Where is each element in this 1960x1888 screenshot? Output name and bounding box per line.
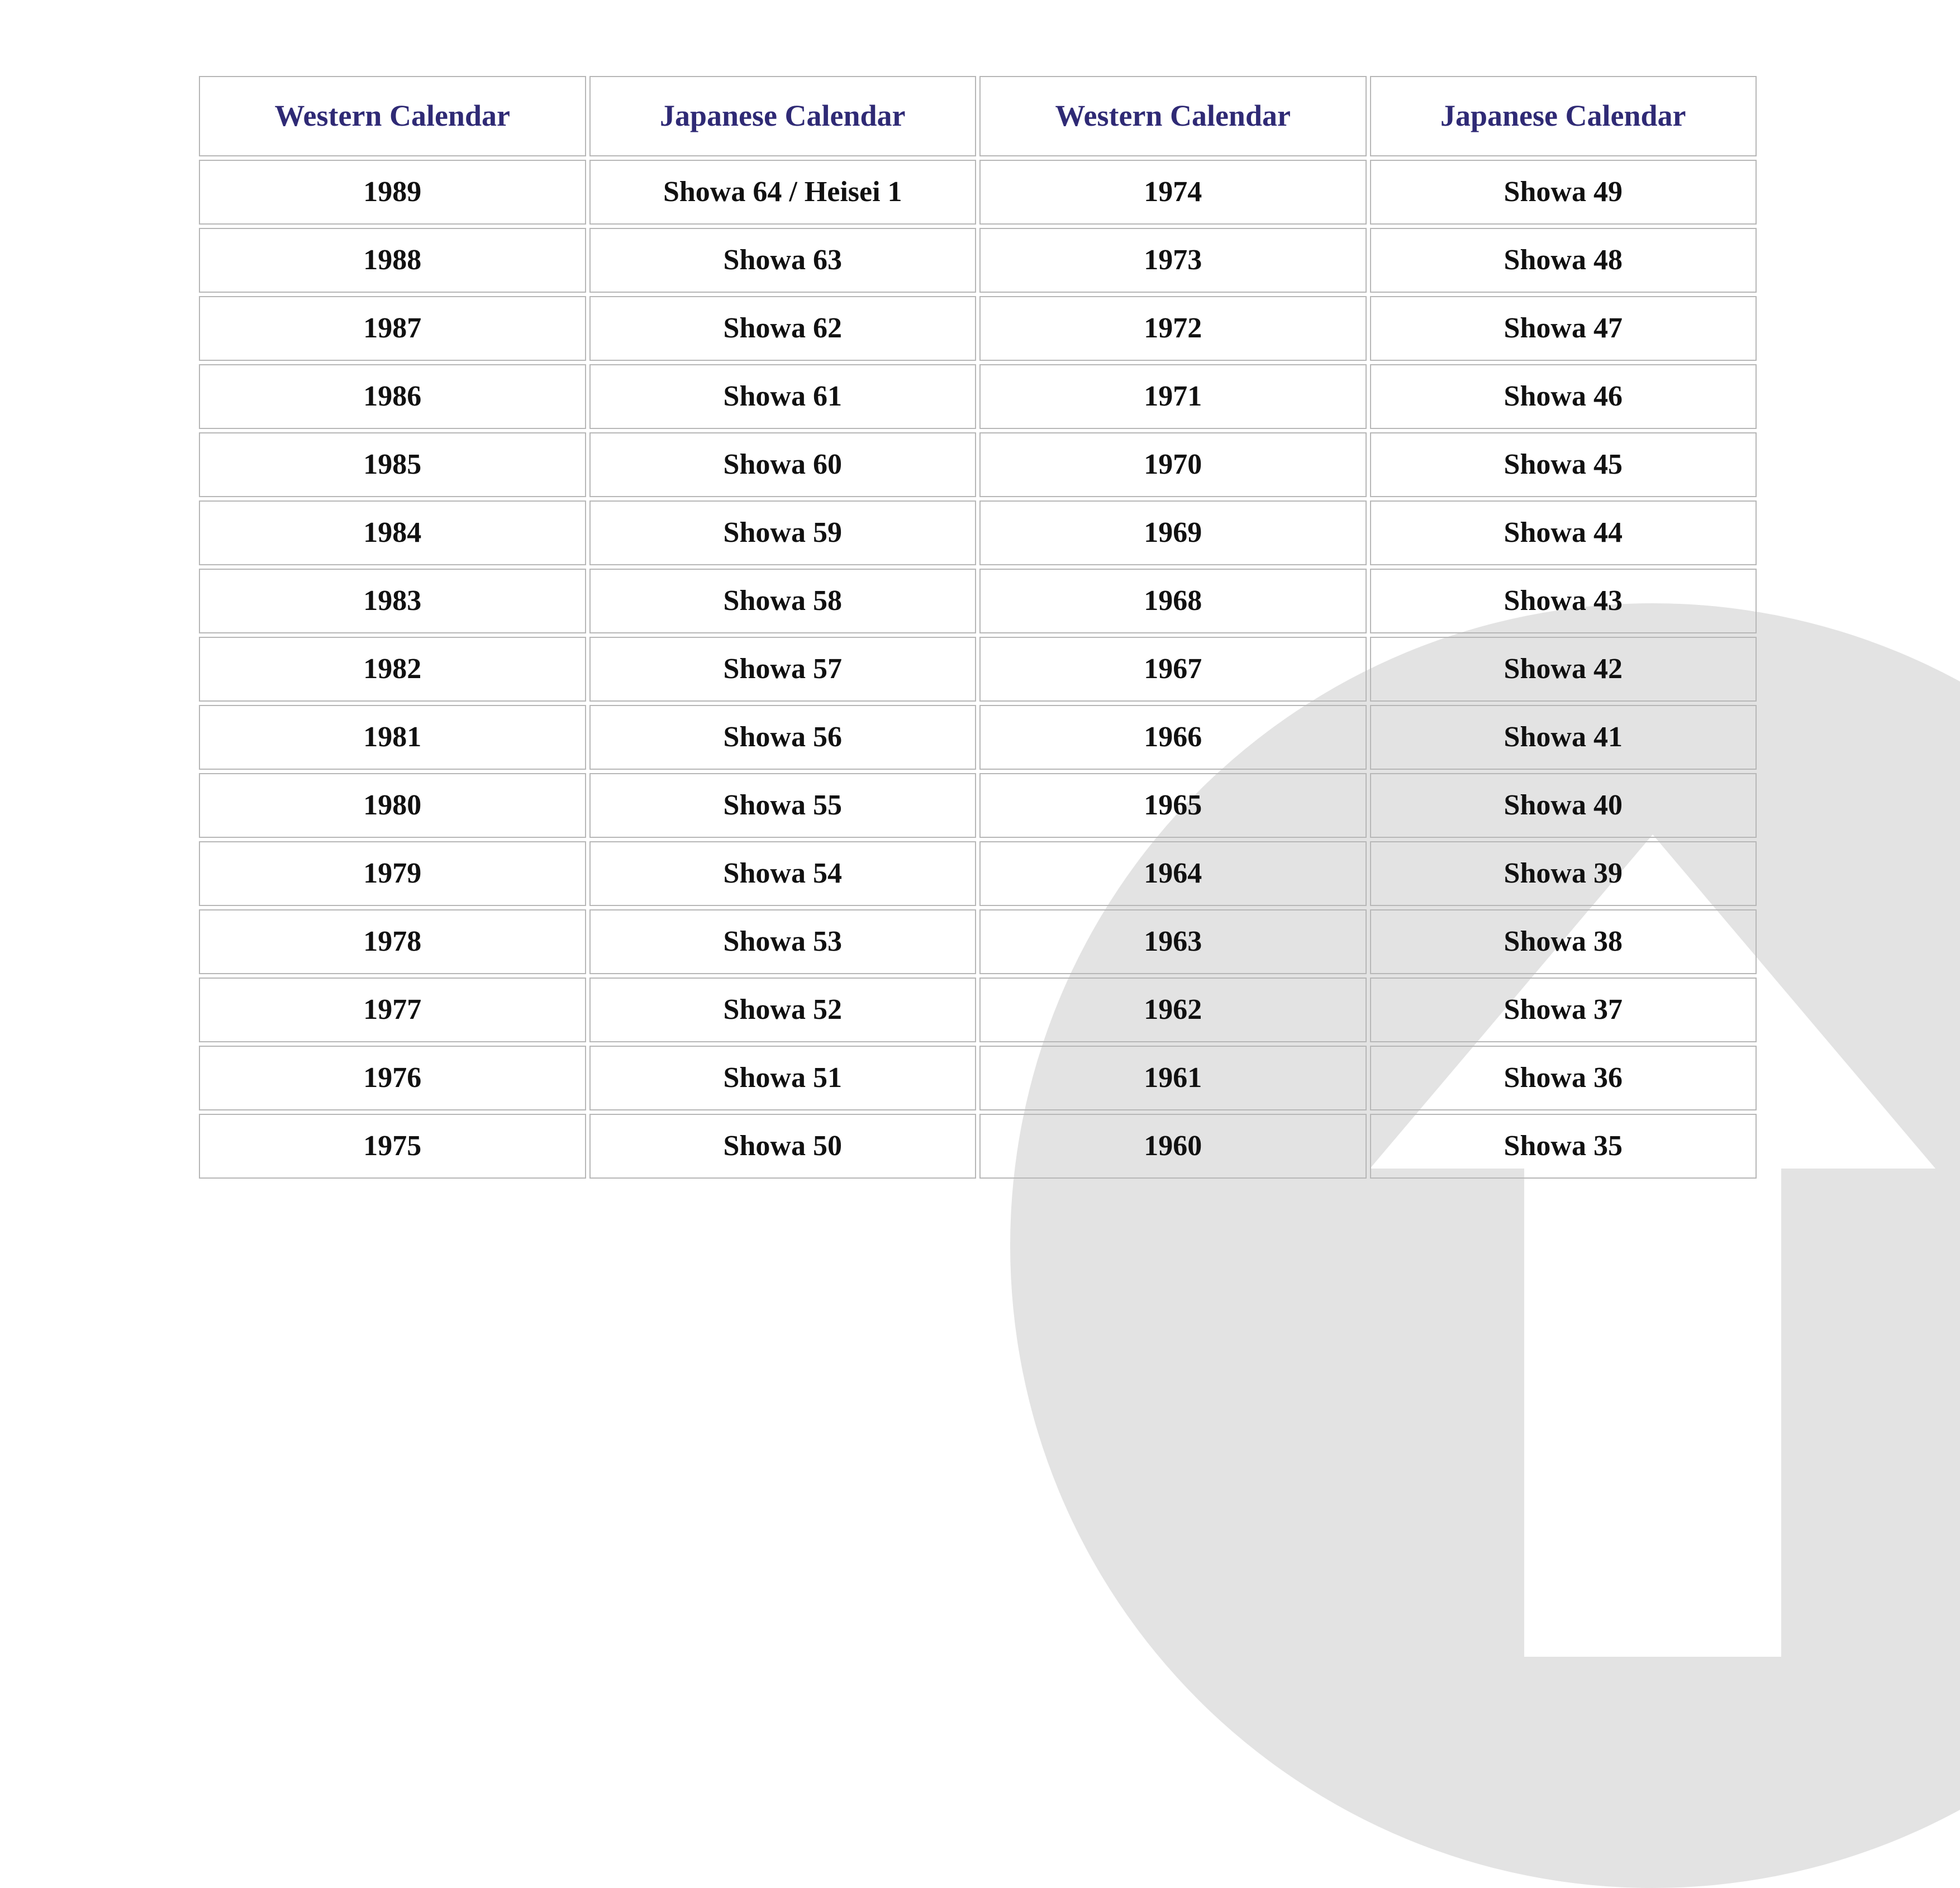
cell-western: 1964	[979, 841, 1367, 906]
calendar-conversion-table: Western Calendar Japanese Calendar Weste…	[196, 73, 1760, 1182]
cell-western: 1977	[199, 978, 586, 1042]
cell-western: 1973	[979, 228, 1367, 293]
cell-japanese: Showa 59	[589, 500, 977, 565]
cell-western: 1984	[199, 500, 586, 565]
cell-western: 1966	[979, 705, 1367, 770]
table-row: 1984 Showa 59 1969 Showa 44	[199, 500, 1757, 565]
cell-western: 1978	[199, 909, 586, 974]
cell-japanese: Showa 56	[589, 705, 977, 770]
cell-western: 1965	[979, 773, 1367, 838]
cell-japanese: Showa 42	[1370, 637, 1757, 702]
table-row: 1977 Showa 52 1962 Showa 37	[199, 978, 1757, 1042]
cell-japanese: Showa 61	[589, 364, 977, 429]
cell-western: 1982	[199, 637, 586, 702]
table-row: 1989 Showa 64 / Heisei 1 1974 Showa 49	[199, 160, 1757, 225]
col-header-western-2: Western Calendar	[979, 76, 1367, 156]
cell-western: 1975	[199, 1114, 586, 1179]
cell-japanese: Showa 50	[589, 1114, 977, 1179]
table-row: 1985 Showa 60 1970 Showa 45	[199, 432, 1757, 497]
cell-japanese: Showa 41	[1370, 705, 1757, 770]
table-row: 1983 Showa 58 1968 Showa 43	[199, 569, 1757, 633]
cell-japanese: Showa 45	[1370, 432, 1757, 497]
table-row: 1978 Showa 53 1963 Showa 38	[199, 909, 1757, 974]
cell-western: 1981	[199, 705, 586, 770]
cell-western: 1985	[199, 432, 586, 497]
cell-japanese: Showa 52	[589, 978, 977, 1042]
cell-japanese: Showa 62	[589, 296, 977, 361]
cell-western: 1989	[199, 160, 586, 225]
cell-western: 1986	[199, 364, 586, 429]
table-row: 1987 Showa 62 1972 Showa 47	[199, 296, 1757, 361]
cell-western: 1963	[979, 909, 1367, 974]
cell-western: 1979	[199, 841, 586, 906]
cell-japanese: Showa 54	[589, 841, 977, 906]
cell-western: 1970	[979, 432, 1367, 497]
cell-japanese: Showa 36	[1370, 1046, 1757, 1110]
cell-japanese: Showa 64 / Heisei 1	[589, 160, 977, 225]
cell-japanese: Showa 37	[1370, 978, 1757, 1042]
cell-japanese: Showa 48	[1370, 228, 1757, 293]
calendar-conversion-table-container: Western Calendar Japanese Calendar Weste…	[196, 73, 1760, 1182]
table-row: 1988 Showa 63 1973 Showa 48	[199, 228, 1757, 293]
cell-western: 1988	[199, 228, 586, 293]
cell-western: 1968	[979, 569, 1367, 633]
table-row: 1979 Showa 54 1964 Showa 39	[199, 841, 1757, 906]
cell-western: 1969	[979, 500, 1367, 565]
cell-western: 1961	[979, 1046, 1367, 1110]
cell-japanese: Showa 55	[589, 773, 977, 838]
table-row: 1976 Showa 51 1961 Showa 36	[199, 1046, 1757, 1110]
cell-japanese: Showa 44	[1370, 500, 1757, 565]
cell-japanese: Showa 53	[589, 909, 977, 974]
cell-japanese: Showa 40	[1370, 773, 1757, 838]
table-row: 1981 Showa 56 1966 Showa 41	[199, 705, 1757, 770]
col-header-japanese-1: Japanese Calendar	[589, 76, 977, 156]
table-row: 1980 Showa 55 1965 Showa 40	[199, 773, 1757, 838]
cell-japanese: Showa 60	[589, 432, 977, 497]
cell-western: 1980	[199, 773, 586, 838]
col-header-western-1: Western Calendar	[199, 76, 586, 156]
table-row: 1975 Showa 50 1960 Showa 35	[199, 1114, 1757, 1179]
cell-western: 1962	[979, 978, 1367, 1042]
table-header-row: Western Calendar Japanese Calendar Weste…	[199, 76, 1757, 156]
cell-western: 1972	[979, 296, 1367, 361]
table-row: 1986 Showa 61 1971 Showa 46	[199, 364, 1757, 429]
cell-western: 1971	[979, 364, 1367, 429]
cell-japanese: Showa 47	[1370, 296, 1757, 361]
cell-japanese: Showa 58	[589, 569, 977, 633]
cell-japanese: Showa 63	[589, 228, 977, 293]
cell-western: 1976	[199, 1046, 586, 1110]
cell-japanese: Showa 57	[589, 637, 977, 702]
cell-western: 1983	[199, 569, 586, 633]
cell-japanese: Showa 51	[589, 1046, 977, 1110]
cell-japanese: Showa 46	[1370, 364, 1757, 429]
cell-japanese: Showa 49	[1370, 160, 1757, 225]
cell-japanese: Showa 38	[1370, 909, 1757, 974]
cell-japanese: Showa 39	[1370, 841, 1757, 906]
cell-japanese: Showa 35	[1370, 1114, 1757, 1179]
cell-western: 1960	[979, 1114, 1367, 1179]
cell-japanese: Showa 43	[1370, 569, 1757, 633]
cell-western: 1974	[979, 160, 1367, 225]
table-row: 1982 Showa 57 1967 Showa 42	[199, 637, 1757, 702]
cell-western: 1967	[979, 637, 1367, 702]
col-header-japanese-2: Japanese Calendar	[1370, 76, 1757, 156]
cell-western: 1987	[199, 296, 586, 361]
